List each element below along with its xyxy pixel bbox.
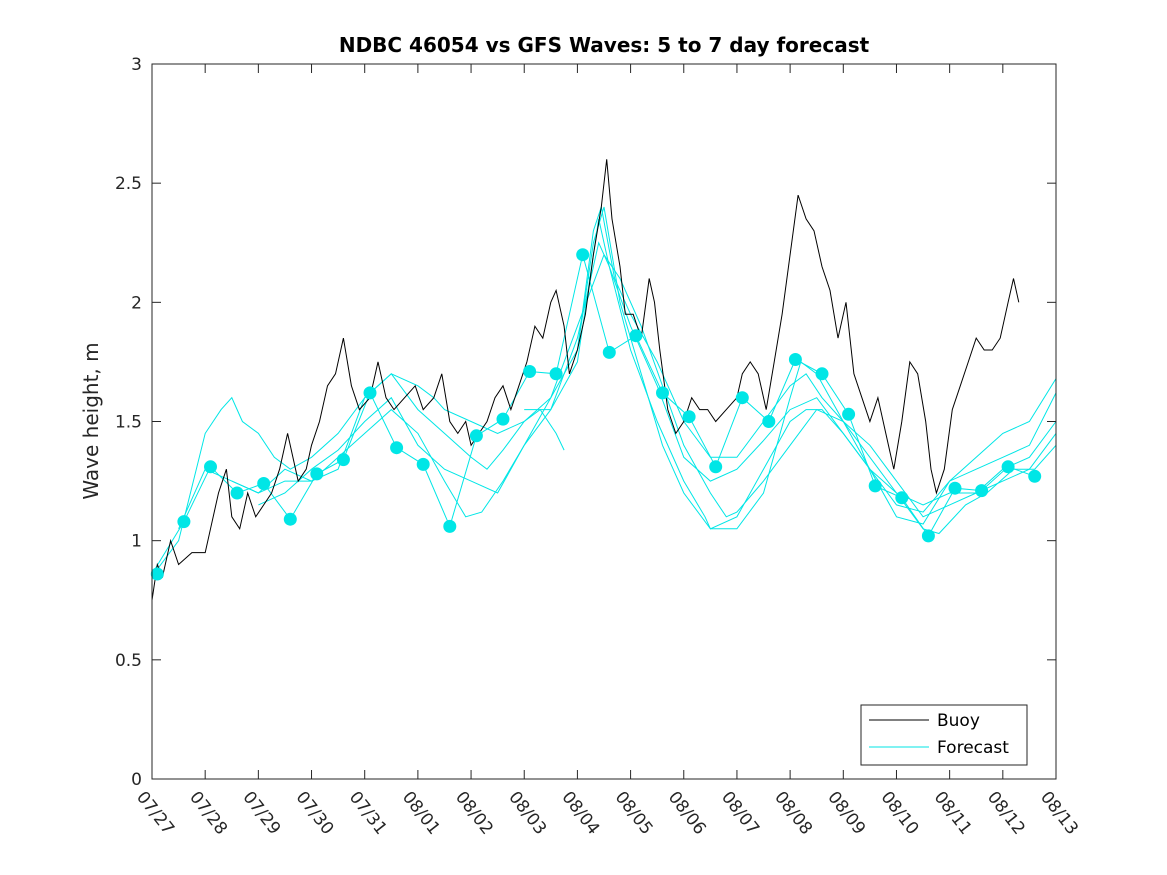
y-tick-label: 1	[131, 532, 142, 552]
buoy-series-line	[151, 159, 1020, 601]
legend-box	[860, 704, 1028, 766]
forecast-marker	[682, 410, 696, 424]
forecast-marker	[523, 365, 537, 378]
forecast-marker	[709, 460, 723, 474]
forecast-series-line	[151, 373, 565, 577]
forecast-marker	[336, 453, 350, 467]
legend: Buoy Forecast	[860, 704, 1028, 766]
forecast-marker	[230, 486, 244, 500]
forecast-series-line	[151, 254, 1035, 575]
forecast-marker	[150, 567, 164, 581]
forecast-marker	[310, 467, 324, 481]
y-tick-label: 1.5	[115, 413, 142, 433]
forecast-marker	[921, 529, 935, 543]
y-tick-label: 3	[131, 55, 142, 75]
forecast-marker	[762, 415, 776, 428]
forecast-marker	[895, 491, 909, 505]
forecast-marker	[469, 429, 483, 443]
legend-label-forecast: Forecast	[937, 738, 1009, 758]
forecast-marker	[576, 248, 590, 262]
forecast-series-line	[258, 206, 1057, 518]
forecast-marker	[1001, 460, 1015, 474]
y-tick-label: 2.5	[115, 174, 142, 194]
y-tick-label: 0.5	[115, 651, 142, 671]
forecast-marker	[815, 367, 829, 381]
forecast-marker	[975, 484, 989, 498]
legend-label-buoy: Buoy	[937, 711, 980, 731]
plot-series	[151, 159, 1057, 601]
forecast-marker	[656, 386, 669, 400]
forecast-marker	[549, 367, 563, 381]
forecast-marker	[1028, 469, 1042, 483]
plot-markers	[150, 248, 1042, 581]
forecast-marker	[363, 386, 377, 400]
forecast-marker	[602, 345, 616, 359]
forecast-marker	[496, 412, 510, 426]
forecast-marker	[416, 457, 430, 471]
forecast-marker	[735, 391, 749, 405]
forecast-marker	[788, 353, 802, 366]
forecast-marker	[257, 477, 271, 490]
forecast-marker	[948, 481, 962, 495]
forecast-marker	[283, 512, 297, 526]
y-tick-label: 0	[131, 770, 142, 790]
y-tick-label: 2	[131, 293, 142, 313]
forecast-marker	[204, 460, 217, 474]
forecast-marker	[443, 519, 457, 533]
forecast-marker	[177, 515, 191, 529]
forecast-marker	[842, 407, 856, 421]
forecast-marker	[390, 441, 404, 455]
forecast-marker	[868, 479, 882, 493]
forecast-marker	[629, 329, 643, 343]
y-axis-ticks: 0 0.5 1 1.5 2 2.5 3	[115, 55, 1056, 790]
chart-title: NDBC 46054 vs GFS Waves: 5 to 7 day fore…	[339, 33, 870, 57]
y-axis-label: Wave height, m	[79, 342, 103, 499]
